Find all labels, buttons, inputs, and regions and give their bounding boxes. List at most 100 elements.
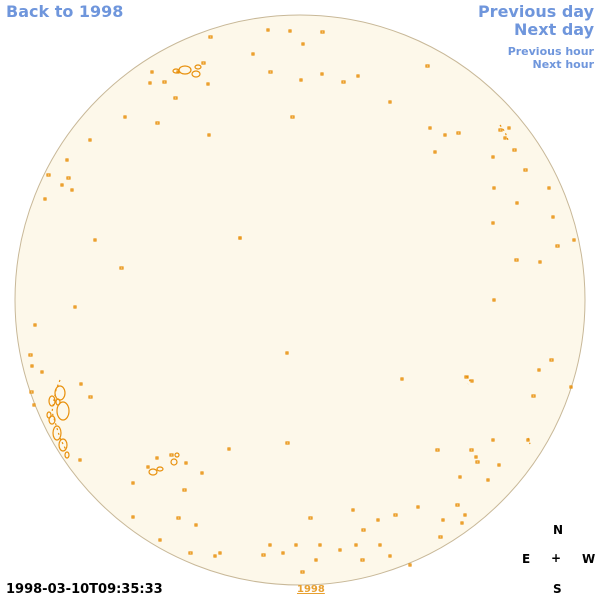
contour-dot: [33, 323, 37, 327]
contour-trail: [527, 437, 531, 445]
contour-dot: [428, 126, 432, 130]
compass-south: S: [553, 582, 562, 596]
contour-dot: [66, 176, 71, 180]
contour-dot: [491, 438, 495, 442]
contour-dot: [537, 368, 541, 372]
contour-loop: [48, 395, 56, 407]
contour-loop: [58, 438, 68, 452]
contour-dot: [469, 448, 474, 452]
contour-dot: [547, 186, 551, 190]
contour-dot: [119, 266, 124, 270]
contour-dot: [79, 382, 83, 386]
previous-hour-link[interactable]: Previous hour: [507, 45, 594, 58]
contour-dot: [463, 513, 467, 517]
contour-dot: [341, 80, 346, 84]
contour-dot: [498, 128, 503, 132]
contour-dot: [458, 475, 462, 479]
contour-dot: [523, 168, 528, 172]
contour-dot: [555, 244, 560, 248]
contour-dot: [503, 136, 507, 140]
contour-dot: [65, 158, 69, 162]
contour-dot: [123, 115, 127, 119]
contour-dot: [320, 30, 325, 34]
contour-trail: [51, 379, 67, 451]
contour-loop: [156, 466, 164, 472]
contour-dot: [88, 138, 92, 142]
contour-dot: [28, 353, 33, 357]
contour-dot: [486, 478, 490, 482]
contour-dot: [400, 377, 404, 381]
contour-dot: [551, 215, 555, 219]
contour-dot: [169, 453, 174, 457]
contour-dot: [40, 370, 44, 374]
observation-timestamp: 1998-03-10T09:35:33: [6, 582, 163, 597]
contour-dot: [146, 465, 150, 469]
contour-dot: [438, 535, 443, 539]
contour-dot: [182, 488, 187, 492]
contour-loop: [56, 401, 70, 421]
contour-dot: [474, 455, 478, 459]
contour-dot: [78, 458, 82, 462]
contour-dot: [285, 351, 289, 355]
contour-dot: [378, 543, 382, 547]
contour-dot: [251, 52, 255, 56]
contour-dot: [376, 518, 380, 522]
contour-dot: [88, 395, 93, 399]
contour-dot: [455, 503, 460, 507]
contour-dot: [538, 260, 542, 264]
contour-dot: [176, 516, 181, 520]
contour-dot: [301, 42, 305, 46]
contour-dot: [470, 379, 474, 383]
contour-dot: [569, 385, 573, 389]
contour-dot: [150, 70, 154, 74]
contour-dot: [148, 81, 152, 85]
next-hour-link[interactable]: Next hour: [532, 58, 595, 71]
contour-dot: [456, 131, 461, 135]
previous-day-link[interactable]: Previous day: [477, 2, 594, 21]
contour-loop: [55, 398, 61, 406]
contour-dot: [201, 61, 206, 65]
contour-dot: [208, 35, 213, 39]
contour-dot: [131, 515, 135, 519]
contour-dot: [206, 82, 210, 86]
compass-center: +: [551, 551, 562, 565]
contour-dot: [425, 64, 430, 68]
contour-dot: [261, 553, 266, 557]
contour-loop: [170, 458, 178, 466]
compass-east: E: [522, 552, 531, 566]
contour-dot: [70, 188, 74, 192]
contour-dot: [155, 456, 159, 460]
contour-dot: [200, 471, 204, 475]
contour-dot: [268, 543, 272, 547]
contour-dot: [60, 183, 64, 187]
contour-dot: [408, 563, 412, 567]
contour-dot: [388, 554, 392, 558]
contour-dot: [507, 126, 511, 130]
contour-dot: [443, 133, 447, 137]
contour-dot: [460, 521, 464, 525]
contour-dot: [30, 364, 34, 368]
contour-dot: [281, 551, 285, 555]
contour-dot: [155, 121, 160, 125]
contour-dot: [388, 100, 392, 104]
contour-dot: [288, 29, 292, 33]
contour-dot: [314, 558, 318, 562]
contour-dot: [492, 298, 496, 302]
year-link[interactable]: 1998: [297, 584, 325, 595]
contour-dot: [218, 551, 222, 555]
contour-loop: [148, 468, 158, 476]
contour-dot: [416, 505, 420, 509]
back-to-year-link[interactable]: Back to 1998: [6, 2, 124, 21]
contour-loop: [52, 425, 62, 441]
contour-dot: [475, 460, 480, 464]
contour-dot: [131, 481, 135, 485]
contour-loop: [64, 451, 70, 459]
contour-dot: [285, 441, 290, 445]
contour-dot: [491, 155, 495, 159]
contour-dot: [173, 96, 178, 100]
contour-dot: [207, 133, 211, 137]
next-day-link[interactable]: Next day: [514, 20, 594, 39]
contour-dot: [491, 221, 495, 225]
contour-dot: [361, 528, 366, 532]
